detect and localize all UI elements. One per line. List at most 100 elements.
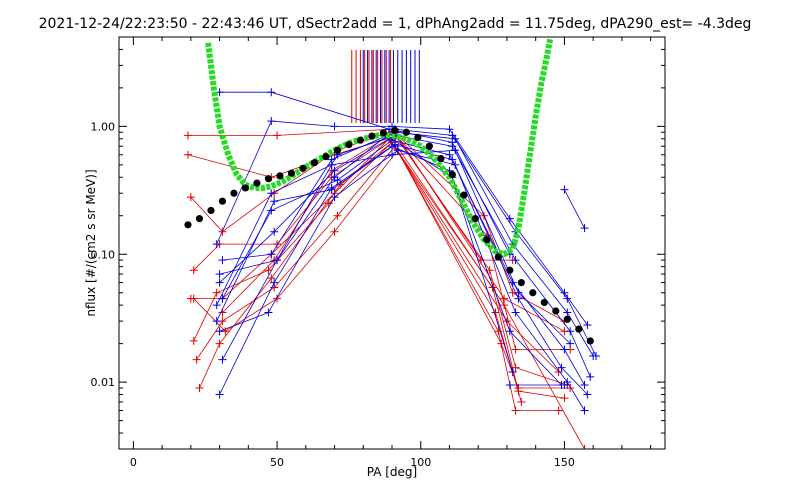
average-point bbox=[506, 266, 514, 274]
red-data-point bbox=[333, 211, 342, 220]
blue-data-point bbox=[448, 142, 457, 151]
blue-data-point bbox=[330, 122, 339, 131]
red-data-point bbox=[273, 131, 282, 140]
blue-data-point bbox=[215, 278, 224, 287]
blue-data-point bbox=[393, 146, 402, 155]
blue-data-point bbox=[267, 250, 276, 259]
average-point bbox=[437, 154, 445, 163]
red-data-point bbox=[212, 288, 221, 297]
average-point bbox=[540, 298, 548, 307]
red-data-point bbox=[330, 227, 339, 236]
blue-data-point bbox=[212, 301, 221, 310]
y-axis-label: nflux [#/(cm2 s sr MeV)] bbox=[84, 169, 98, 316]
blue-data-point bbox=[215, 390, 224, 399]
plot-frame bbox=[118, 36, 666, 450]
average-point bbox=[241, 184, 250, 192]
blue-data-point bbox=[566, 339, 575, 348]
average-point bbox=[391, 126, 399, 135]
blue-data-point bbox=[215, 270, 224, 279]
blue-series-line-15 bbox=[222, 139, 585, 386]
average-point bbox=[460, 191, 468, 199]
blue-data-point bbox=[580, 406, 589, 415]
red-data-point bbox=[183, 131, 192, 140]
average-point bbox=[230, 189, 238, 197]
red-data-point bbox=[189, 294, 198, 303]
red-data-point bbox=[189, 266, 198, 275]
blue-data-point bbox=[505, 327, 514, 336]
red-data-point bbox=[186, 193, 195, 202]
red-data-point bbox=[273, 240, 282, 249]
red-data-point bbox=[494, 327, 503, 336]
blue-data-point bbox=[330, 193, 339, 202]
average-point bbox=[207, 206, 215, 215]
average-point bbox=[287, 169, 296, 177]
y-tick-label: 0.10 bbox=[91, 248, 116, 261]
blue-data-point bbox=[448, 155, 457, 164]
x-tick-label: 100 bbox=[410, 456, 431, 469]
blue-series-line-21 bbox=[564, 189, 585, 229]
blue-data-point bbox=[267, 189, 276, 198]
average-point bbox=[218, 197, 227, 205]
red-series-line-10 bbox=[222, 131, 565, 332]
average-point bbox=[586, 337, 594, 345]
average-point bbox=[471, 215, 479, 223]
blue-data-point bbox=[327, 183, 336, 192]
red-data-point bbox=[554, 406, 563, 415]
red-data-point bbox=[267, 274, 276, 283]
blue-data-point bbox=[563, 308, 572, 317]
average-point bbox=[575, 325, 583, 333]
red-data-point bbox=[511, 406, 520, 415]
blue-data-point bbox=[218, 355, 227, 364]
red-series-line-2 bbox=[190, 130, 571, 350]
red-series-line-3 bbox=[193, 134, 568, 386]
blue-data-point bbox=[583, 390, 592, 399]
blue-data-point bbox=[388, 142, 396, 151]
blue-data-point bbox=[270, 197, 279, 206]
red-data-point bbox=[566, 383, 575, 392]
blue-data-point bbox=[388, 150, 396, 159]
blue-data-point bbox=[264, 308, 273, 317]
blue-data-point bbox=[580, 224, 589, 233]
average-point bbox=[310, 159, 319, 167]
average-point bbox=[563, 315, 571, 323]
average-point bbox=[276, 172, 284, 180]
red-data-point bbox=[560, 394, 569, 403]
blue-data-point bbox=[557, 363, 566, 372]
chart-title: 2021-12-24/22:23:50 - 22:43:46 UT, dSect… bbox=[39, 16, 752, 32]
blue-data-point bbox=[511, 308, 520, 317]
red-series-line-6 bbox=[196, 145, 559, 411]
average-point bbox=[402, 128, 410, 136]
average-point bbox=[425, 142, 433, 150]
red-series-line-8 bbox=[199, 141, 559, 389]
fit-curve bbox=[205, 38, 554, 258]
red-data-point bbox=[195, 383, 204, 392]
blue-data-point bbox=[451, 160, 460, 169]
blue-data-point bbox=[448, 131, 457, 140]
x-tick-label: 150 bbox=[554, 456, 575, 469]
red-data-point bbox=[215, 339, 224, 348]
y-tick-label: 0.01 bbox=[91, 376, 116, 389]
average-point bbox=[333, 146, 341, 154]
blue-data-point bbox=[270, 278, 279, 287]
blue-data-point bbox=[267, 117, 276, 126]
red-data-point bbox=[517, 397, 526, 406]
average-point bbox=[184, 221, 192, 229]
blue-data-point bbox=[511, 256, 520, 265]
average-point bbox=[414, 133, 422, 142]
blue-series-line-19 bbox=[222, 136, 514, 373]
blue-data-point bbox=[566, 327, 575, 336]
blue-series-line-16 bbox=[216, 144, 588, 395]
red-data-point bbox=[511, 345, 520, 354]
blue-data-point bbox=[586, 372, 595, 381]
average-point bbox=[494, 253, 502, 261]
average-point bbox=[517, 279, 525, 287]
blue-data-point bbox=[592, 352, 601, 361]
blue-data-point bbox=[273, 256, 282, 265]
average-point bbox=[195, 215, 204, 223]
red-data-point bbox=[554, 368, 563, 377]
blue-data-point bbox=[505, 380, 514, 389]
red-data-point bbox=[192, 355, 201, 364]
average-point bbox=[299, 164, 307, 172]
average-point bbox=[448, 170, 456, 179]
